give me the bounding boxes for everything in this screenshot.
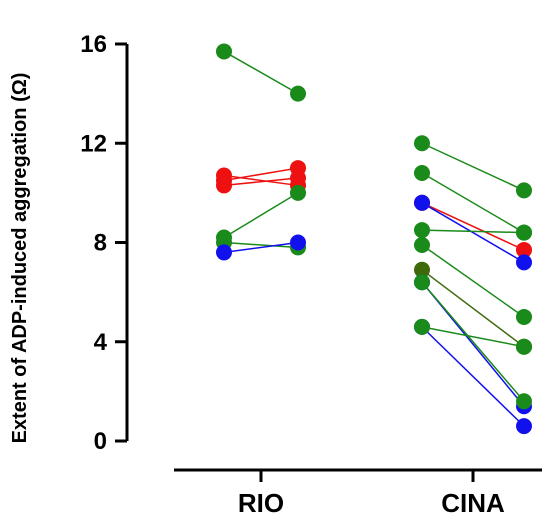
axes (115, 42, 542, 482)
pair-line-15 (421, 281, 525, 402)
pair-line-12 (421, 244, 525, 318)
data-point-0-before (216, 43, 232, 60)
data-point-3-after (290, 169, 306, 186)
pair-line-1 (223, 174, 299, 187)
y-axis-title: Extent of ADP-induced aggregation (Ω) (9, 73, 31, 444)
x-tick-label-rio: RIO (238, 488, 284, 518)
y-tick-label-4: 16 (80, 31, 107, 58)
pair-line-11 (421, 229, 525, 234)
pair-line-17 (421, 326, 525, 348)
data-point-10-before (414, 194, 430, 211)
data-point-3-before (216, 177, 232, 194)
pair-line-16 (421, 326, 525, 427)
data-point-15-after (516, 393, 532, 410)
data-point-9-after (516, 241, 532, 258)
pair-line-0 (223, 50, 299, 95)
pair-lines (223, 50, 525, 427)
data-point-17-before (414, 318, 430, 335)
pair-line-4 (223, 192, 299, 239)
data-point-12-after (516, 308, 532, 325)
pair-line-3 (223, 177, 299, 187)
data-point-8-before (414, 165, 430, 182)
data-point-6-before (216, 244, 232, 261)
data-point-10-after (516, 254, 532, 271)
data-point-6-after (290, 234, 306, 251)
data-points (216, 43, 532, 435)
pair-line-8 (421, 172, 525, 234)
data-point-15-before (414, 274, 430, 291)
y-tick-label-2: 8 (94, 230, 107, 257)
pair-line-13 (421, 269, 525, 348)
data-point-17-after (516, 338, 532, 355)
data-point-11-after (516, 224, 532, 241)
data-point-7-before (414, 135, 430, 152)
pair-line-10 (421, 202, 525, 263)
y-tick-label-3: 12 (80, 130, 107, 157)
data-point-11-before (414, 222, 430, 239)
data-point-7-after (516, 182, 532, 199)
data-point-16-after (516, 418, 532, 435)
pair-line-7 (421, 142, 525, 192)
y-tick-label-1: 4 (94, 329, 108, 356)
pair-line-6 (223, 241, 299, 254)
x-tick-label-cina: CINA (441, 488, 505, 518)
y-tick-label-0: 0 (94, 428, 107, 455)
pair-line-9 (421, 202, 525, 251)
pair-line-2 (223, 167, 299, 182)
data-point-0-after (290, 85, 306, 102)
data-point-13-before (414, 261, 430, 278)
data-point-4-after (290, 184, 306, 201)
data-point-12-before (414, 236, 430, 253)
pair-line-5 (223, 241, 299, 249)
tick-labels: 0 4 8 12 16 RIO CINA (80, 31, 505, 518)
